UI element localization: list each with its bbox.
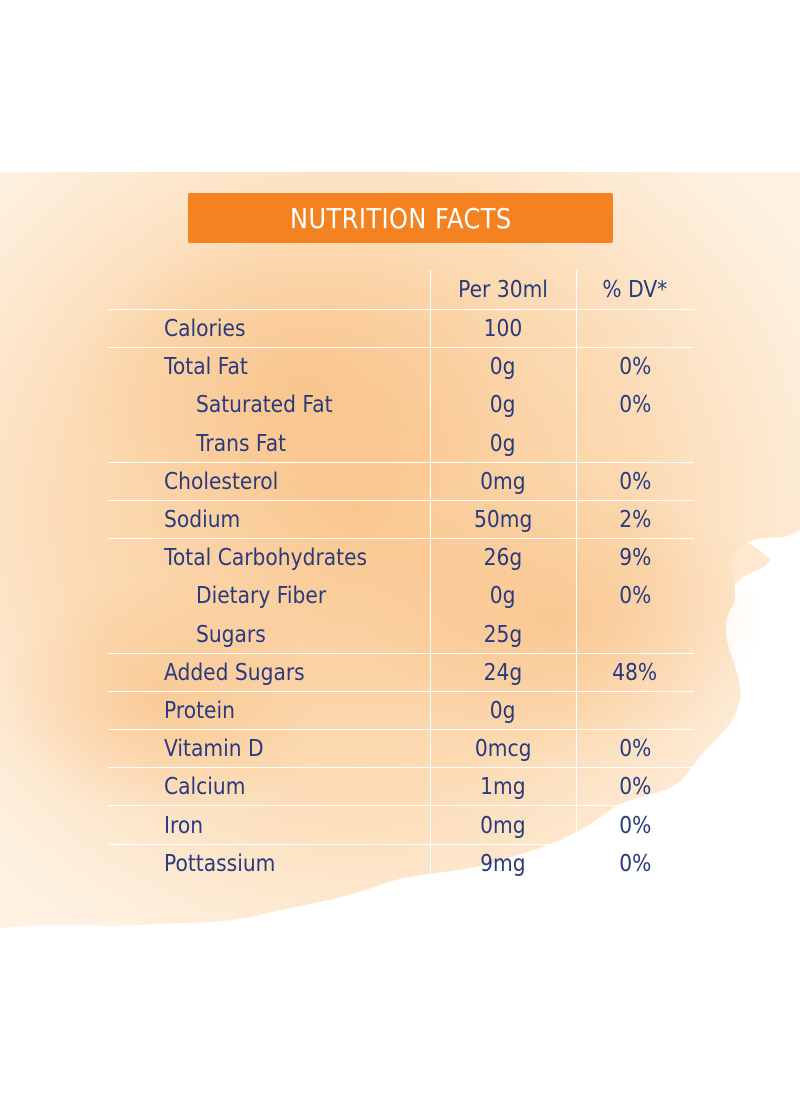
nutrient-dv: 0% (618, 812, 652, 839)
title-banner: NUTRITION FACTS (188, 193, 613, 243)
nutrient-dv: 0% (618, 850, 652, 877)
row-divider (108, 461, 694, 463)
nutrient-dv: 0% (618, 392, 652, 419)
nutrient-name: Saturated Fat (196, 392, 333, 419)
nutrient-dv: 0% (618, 354, 652, 381)
nutrient-name: Pottassium (164, 850, 276, 877)
table-row: Vitamin D 0mcg 0% (108, 730, 694, 769)
nutrient-name: Protein (164, 697, 235, 724)
nutrition-table: Per 30ml % DV* Calories 100 Total Fat 0g… (108, 270, 694, 883)
nutrient-dv: 0% (618, 774, 652, 801)
table-row: Calories 100 (108, 310, 694, 349)
nutrient-dv: 0% (618, 468, 652, 495)
daily-value-header: % DV* (602, 277, 668, 303)
nutrient-amount: 26g (483, 545, 523, 572)
nutrient-dv: 2% (618, 507, 652, 534)
nutrient-name: Trans Fat (196, 430, 287, 457)
row-divider (108, 538, 694, 540)
nutrient-amount: 0g (490, 354, 516, 381)
nutrient-amount: 25g (483, 621, 523, 648)
nutrient-amount: 0g (490, 430, 516, 457)
nutrient-name: Total Carbohydrates (164, 545, 368, 572)
table-row: Sodium 50mg 2% (108, 501, 694, 540)
nutrient-dv: 9% (618, 545, 652, 572)
nutrient-dv (576, 425, 694, 463)
nutrient-amount: 9mg (480, 850, 526, 877)
column-divider (430, 270, 431, 883)
row-divider (108, 843, 694, 845)
nutrient-amount: 1mg (480, 774, 526, 801)
nutrient-name: Total Fat (164, 354, 248, 381)
table-row: Total Carbohydrates 26g 9% (108, 539, 694, 577)
nutrient-dv: 0% (618, 736, 652, 763)
nutrient-dv: 48% (612, 659, 658, 686)
page-title: NUTRITION FACTS (289, 201, 512, 235)
table-row: Saturated Fat 0g 0% (108, 386, 694, 424)
table-row: Pottassium 9mg 0% (108, 845, 694, 883)
nutrient-amount: 100 (483, 316, 523, 343)
table-row: Calcium 1mg 0% (108, 768, 694, 807)
nutrient-amount: 0g (490, 392, 516, 419)
table-row: Cholesterol 0mg 0% (108, 463, 694, 501)
row-divider (108, 347, 694, 349)
nutrient-dv (576, 616, 694, 654)
nutrient-amount: 0mg (480, 468, 526, 495)
nutrient-amount: 0mg (480, 812, 526, 839)
nutrient-amount: 24g (483, 659, 523, 686)
row-divider (108, 805, 694, 807)
row-divider (108, 729, 694, 731)
nutrient-name: Added Sugars (164, 659, 305, 686)
table-row: Trans Fat 0g (108, 425, 694, 463)
table-row: Added Sugars 24g 48% (108, 654, 694, 692)
nutrient-amount: 50mg (473, 507, 533, 534)
nutrient-dv (576, 692, 694, 730)
nutrient-amount: 0mcg (474, 736, 532, 763)
nutrient-dv: 0% (618, 583, 652, 610)
nutrient-name: Dietary Fiber (196, 583, 327, 610)
nutrient-name: Vitamin D (164, 736, 264, 763)
row-divider (108, 690, 694, 692)
per-serving-header: Per 30ml (458, 277, 548, 303)
nutrient-name: Calcium (164, 774, 246, 801)
row-divider (108, 767, 694, 769)
nutrient-amount: 0g (490, 583, 516, 610)
table-row: Sugars 25g (108, 616, 694, 654)
nutrient-name: Sugars (196, 621, 266, 648)
column-divider (576, 270, 577, 883)
table-row: Total Fat 0g 0% (108, 348, 694, 386)
row-divider (108, 499, 694, 501)
nutrient-amount: 0g (490, 697, 516, 724)
header-row: Per 30ml % DV* (108, 270, 694, 310)
table-row: Protein 0g (108, 692, 694, 731)
nutrient-dv (576, 310, 694, 348)
nutrient-name: Cholesterol (164, 468, 279, 495)
nutrient-name: Calories (164, 316, 246, 343)
table-row: Iron 0mg 0% (108, 806, 694, 845)
row-divider (108, 309, 694, 310)
nutrient-name: Iron (164, 812, 204, 839)
nutrient-name: Sodium (164, 507, 241, 534)
row-divider (108, 652, 694, 654)
table-row: Dietary Fiber 0g 0% (108, 577, 694, 615)
